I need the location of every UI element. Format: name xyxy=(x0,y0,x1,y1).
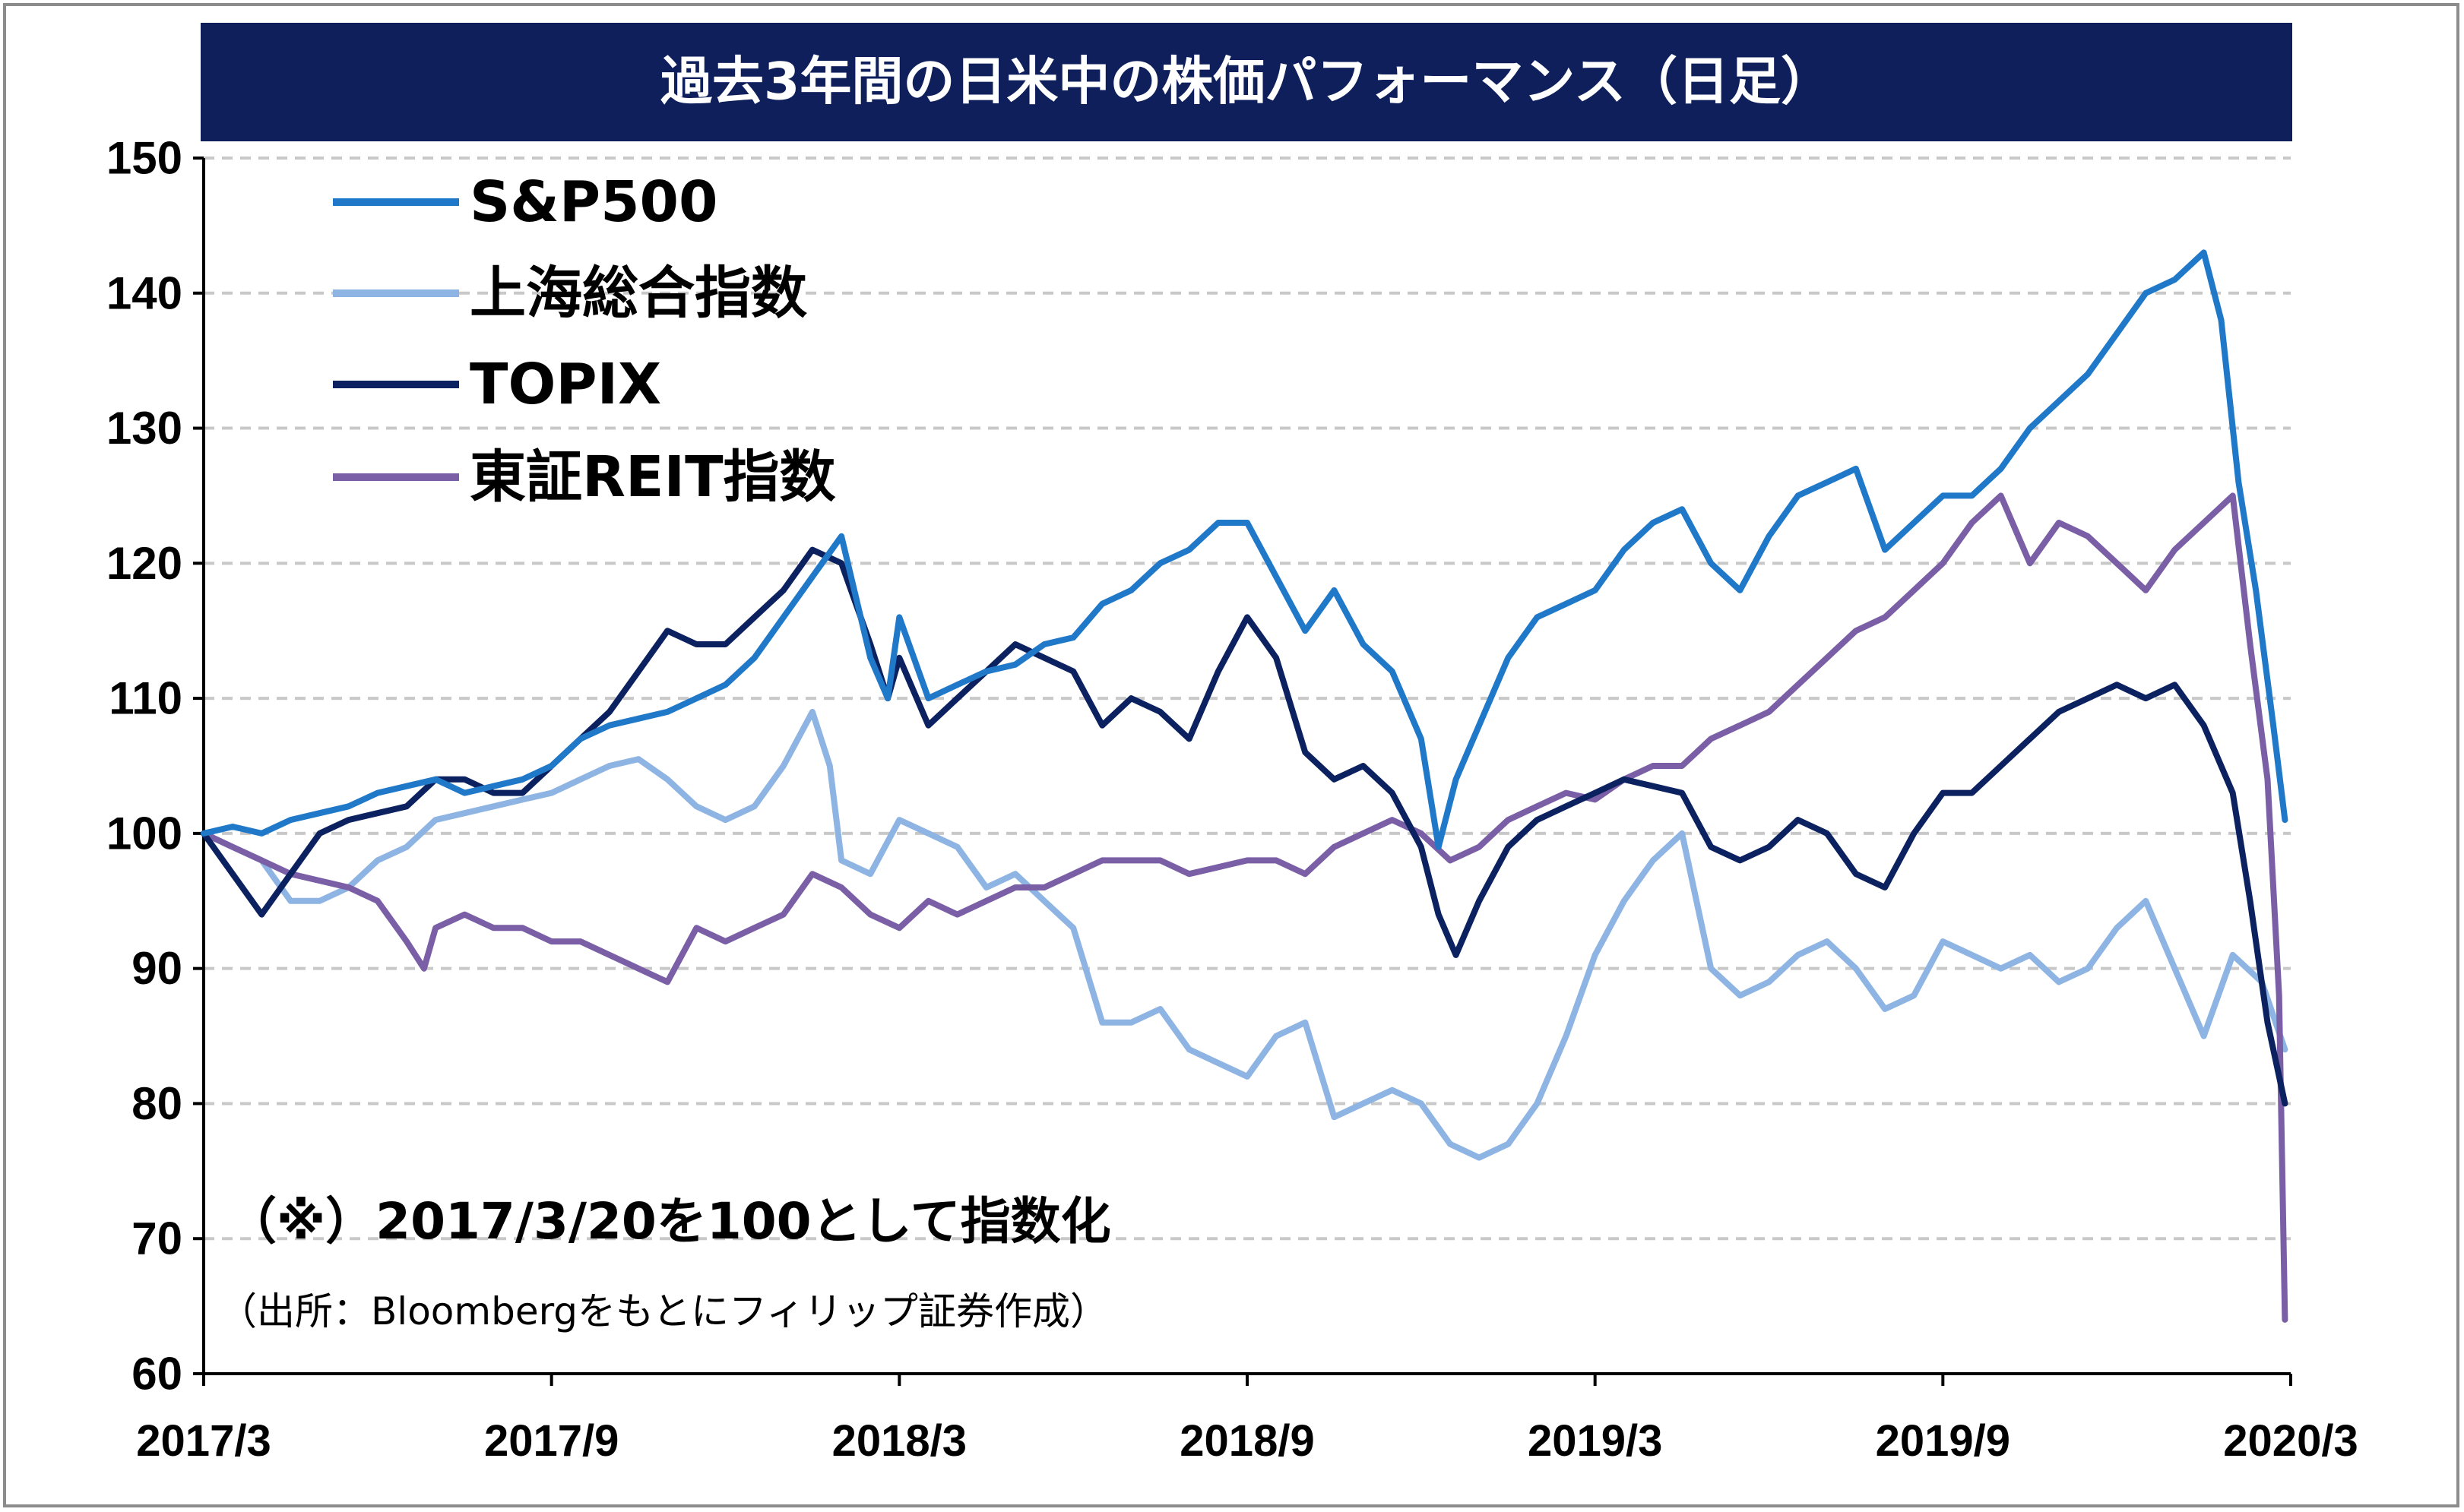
y-tick-label: 60 xyxy=(131,1349,182,1400)
title-banner xyxy=(201,23,2292,141)
series-line-3 xyxy=(201,492,2288,1323)
legend-label: S&P500 xyxy=(470,169,718,235)
y-tick-label: 130 xyxy=(106,403,182,454)
y-tick-label: 150 xyxy=(106,133,182,184)
y-tick-label: 110 xyxy=(109,673,182,724)
y-tick-label: 80 xyxy=(131,1078,182,1129)
x-tick-label: 2019/3 xyxy=(1528,1416,1662,1466)
x-tick-label: 2017/9 xyxy=(484,1416,619,1466)
legend-label: 上海総合指数 xyxy=(470,261,807,326)
x-tick-label: 2018/9 xyxy=(1180,1416,1314,1466)
chart-title: 過去3年間の日米中の株価パフォーマンス（日足） xyxy=(660,52,1832,112)
y-tick-label: 100 xyxy=(106,808,182,859)
x-tick-label: 2019/9 xyxy=(1876,1416,2010,1466)
y-tick-label: 90 xyxy=(131,943,182,994)
chart-source: （出所：Bloombergをもとにフィリップ証券作成） xyxy=(219,1289,1108,1333)
x-axis-ticks: 2017/3 2017/9 2018/3 2018/9 2019/3 2019/9 2020… xyxy=(136,1374,2358,1466)
chart-frame: 過去3年間の日米中の株価パフォーマンス（日足） 150 140 130 120 110 1… xyxy=(3,3,2459,1507)
legend-label: 東証REIT指数 xyxy=(470,444,836,510)
y-axis-ticks: 150 140 130 120 110 100 90 80 70 60 xyxy=(106,133,182,1400)
x-tick-label: 2017/3 xyxy=(136,1416,271,1466)
series-line-1 xyxy=(201,708,2288,1161)
chart-note: （※）2017/3/20を100として指数化 xyxy=(226,1192,1111,1251)
series-line-0 xyxy=(201,249,2288,850)
series-line-2 xyxy=(201,546,2288,1107)
y-tick-label: 70 xyxy=(131,1213,182,1264)
x-tick-label: 2020/3 xyxy=(2223,1416,2358,1466)
chart: 過去3年間の日米中の株価パフォーマンス（日足） 1501401301201101… xyxy=(106,23,2358,1466)
legend: S&P500 上海総合指数 TOPIX 東証REIT指数 xyxy=(333,169,836,510)
legend-label: TOPIX xyxy=(470,352,661,417)
series-lines xyxy=(201,249,2288,1323)
y-tick-label: 120 xyxy=(106,538,182,589)
x-tick-label: 2018/3 xyxy=(832,1416,967,1466)
grid xyxy=(193,157,2291,1375)
y-tick-label: 140 xyxy=(106,267,182,318)
